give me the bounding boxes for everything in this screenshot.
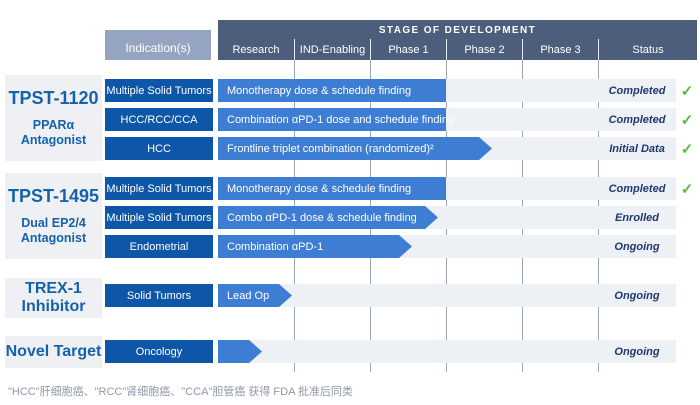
status-text: Ongoing — [614, 345, 660, 358]
check-icon: ✓ — [680, 111, 694, 129]
indication-badge: HCC — [105, 137, 213, 160]
indications-column-header: Indication(s) — [105, 30, 211, 60]
status-text: Ongoing — [614, 289, 660, 302]
progress-bar: Monotherapy dose & schedule finding — [218, 177, 446, 200]
status-text: Completed — [608, 113, 666, 126]
status-text: Initial Data — [609, 142, 665, 155]
indication-badge: Multiple Solid Tumors — [105, 206, 213, 229]
program-name: TPST-1120 — [8, 88, 99, 109]
status-text: Enrolled — [614, 211, 659, 224]
progress-bar — [218, 340, 262, 363]
progress-bar: Frontline triplet combination (randomize… — [218, 137, 492, 160]
program-label-tpst-1495: TPST-1495 Dual EP2/4 Antagonist — [5, 173, 102, 259]
column-header-phase-3: Phase 3 — [522, 39, 598, 60]
indication-badge: Oncology — [105, 340, 213, 363]
indication-badge: Multiple Solid Tumors — [105, 177, 213, 200]
indication-badge: HCC/RCC/CCA — [105, 108, 213, 131]
program-label-tpst-1120: TPST-1120 PPARα Antagonist — [5, 75, 102, 161]
check-icon: ✓ — [680, 180, 694, 198]
progress-bar: Combo αPD-1 dose & schedule finding — [218, 206, 438, 229]
status-text: Ongoing — [614, 240, 660, 253]
row-stripe — [218, 284, 676, 307]
bar-label: Combination αPD-1 dose and schedule find… — [227, 113, 455, 126]
footnote: "HCC"肝细胞癌、"RCC"肾细胞癌、"CCA"胆管癌 获得 FDA 批准后同… — [8, 386, 353, 398]
column-header-research: Research — [232, 43, 280, 56]
column-header-phase-1: Phase 1 — [370, 39, 446, 60]
bar-label: Monotherapy dose & schedule finding — [227, 182, 412, 195]
column-header-ind-enabling: IND-Enabling — [294, 39, 370, 60]
check-icon: ✓ — [680, 82, 694, 100]
status-text: Completed — [608, 84, 666, 97]
program-name: Novel Target — [5, 342, 102, 360]
indication-badge: Solid Tumors — [105, 284, 213, 307]
stage-columns: Research IND-Enabling Phase 1 Phase 2 Phase … — [218, 39, 697, 60]
program-label-trex-1: TREX-1 Inhibitor — [5, 278, 102, 318]
program-name: TREX-1 — [25, 279, 82, 297]
row-stripe — [218, 340, 676, 363]
stage-of-development-header: STAGE OF DEVELOPMENT Research IND-Enablin… — [218, 20, 697, 60]
stage-of-development-title: STAGE OF DEVELOPMENT — [378, 25, 537, 36]
program-label-novel-target: Novel Target — [5, 336, 102, 368]
indication-badge: Endometrial — [105, 235, 213, 258]
column-header-status: Status — [598, 39, 697, 60]
bar-label: Monotherapy dose & schedule finding — [227, 84, 412, 97]
program-subtitle: PPARα Antagonist — [20, 117, 87, 147]
indication-badge: Multiple Solid Tumors — [105, 79, 213, 102]
column-header-phase-2: Phase 2 — [446, 39, 522, 60]
progress-bar: Monotherapy dose & schedule finding — [218, 79, 446, 102]
status-text: Completed — [608, 182, 666, 195]
bar-label: Lead Op — [227, 289, 270, 302]
check-icon: ✓ — [680, 140, 694, 158]
bar-label: Frontline triplet combination (randomize… — [227, 142, 434, 155]
bar-label: Combination αPD-1 — [227, 240, 324, 253]
progress-bar: Combination αPD-1 — [218, 235, 412, 258]
program-name-line2: Inhibitor — [21, 298, 86, 315]
progress-bar: Combination αPD-1 dose and schedule find… — [218, 108, 454, 131]
program-subtitle: Dual EP2/4 Antagonist — [20, 215, 87, 245]
bar-label: Combo αPD-1 dose & schedule finding — [227, 211, 417, 224]
program-name: TPST-1495 — [7, 186, 100, 207]
progress-bar: Lead Op — [218, 284, 292, 307]
